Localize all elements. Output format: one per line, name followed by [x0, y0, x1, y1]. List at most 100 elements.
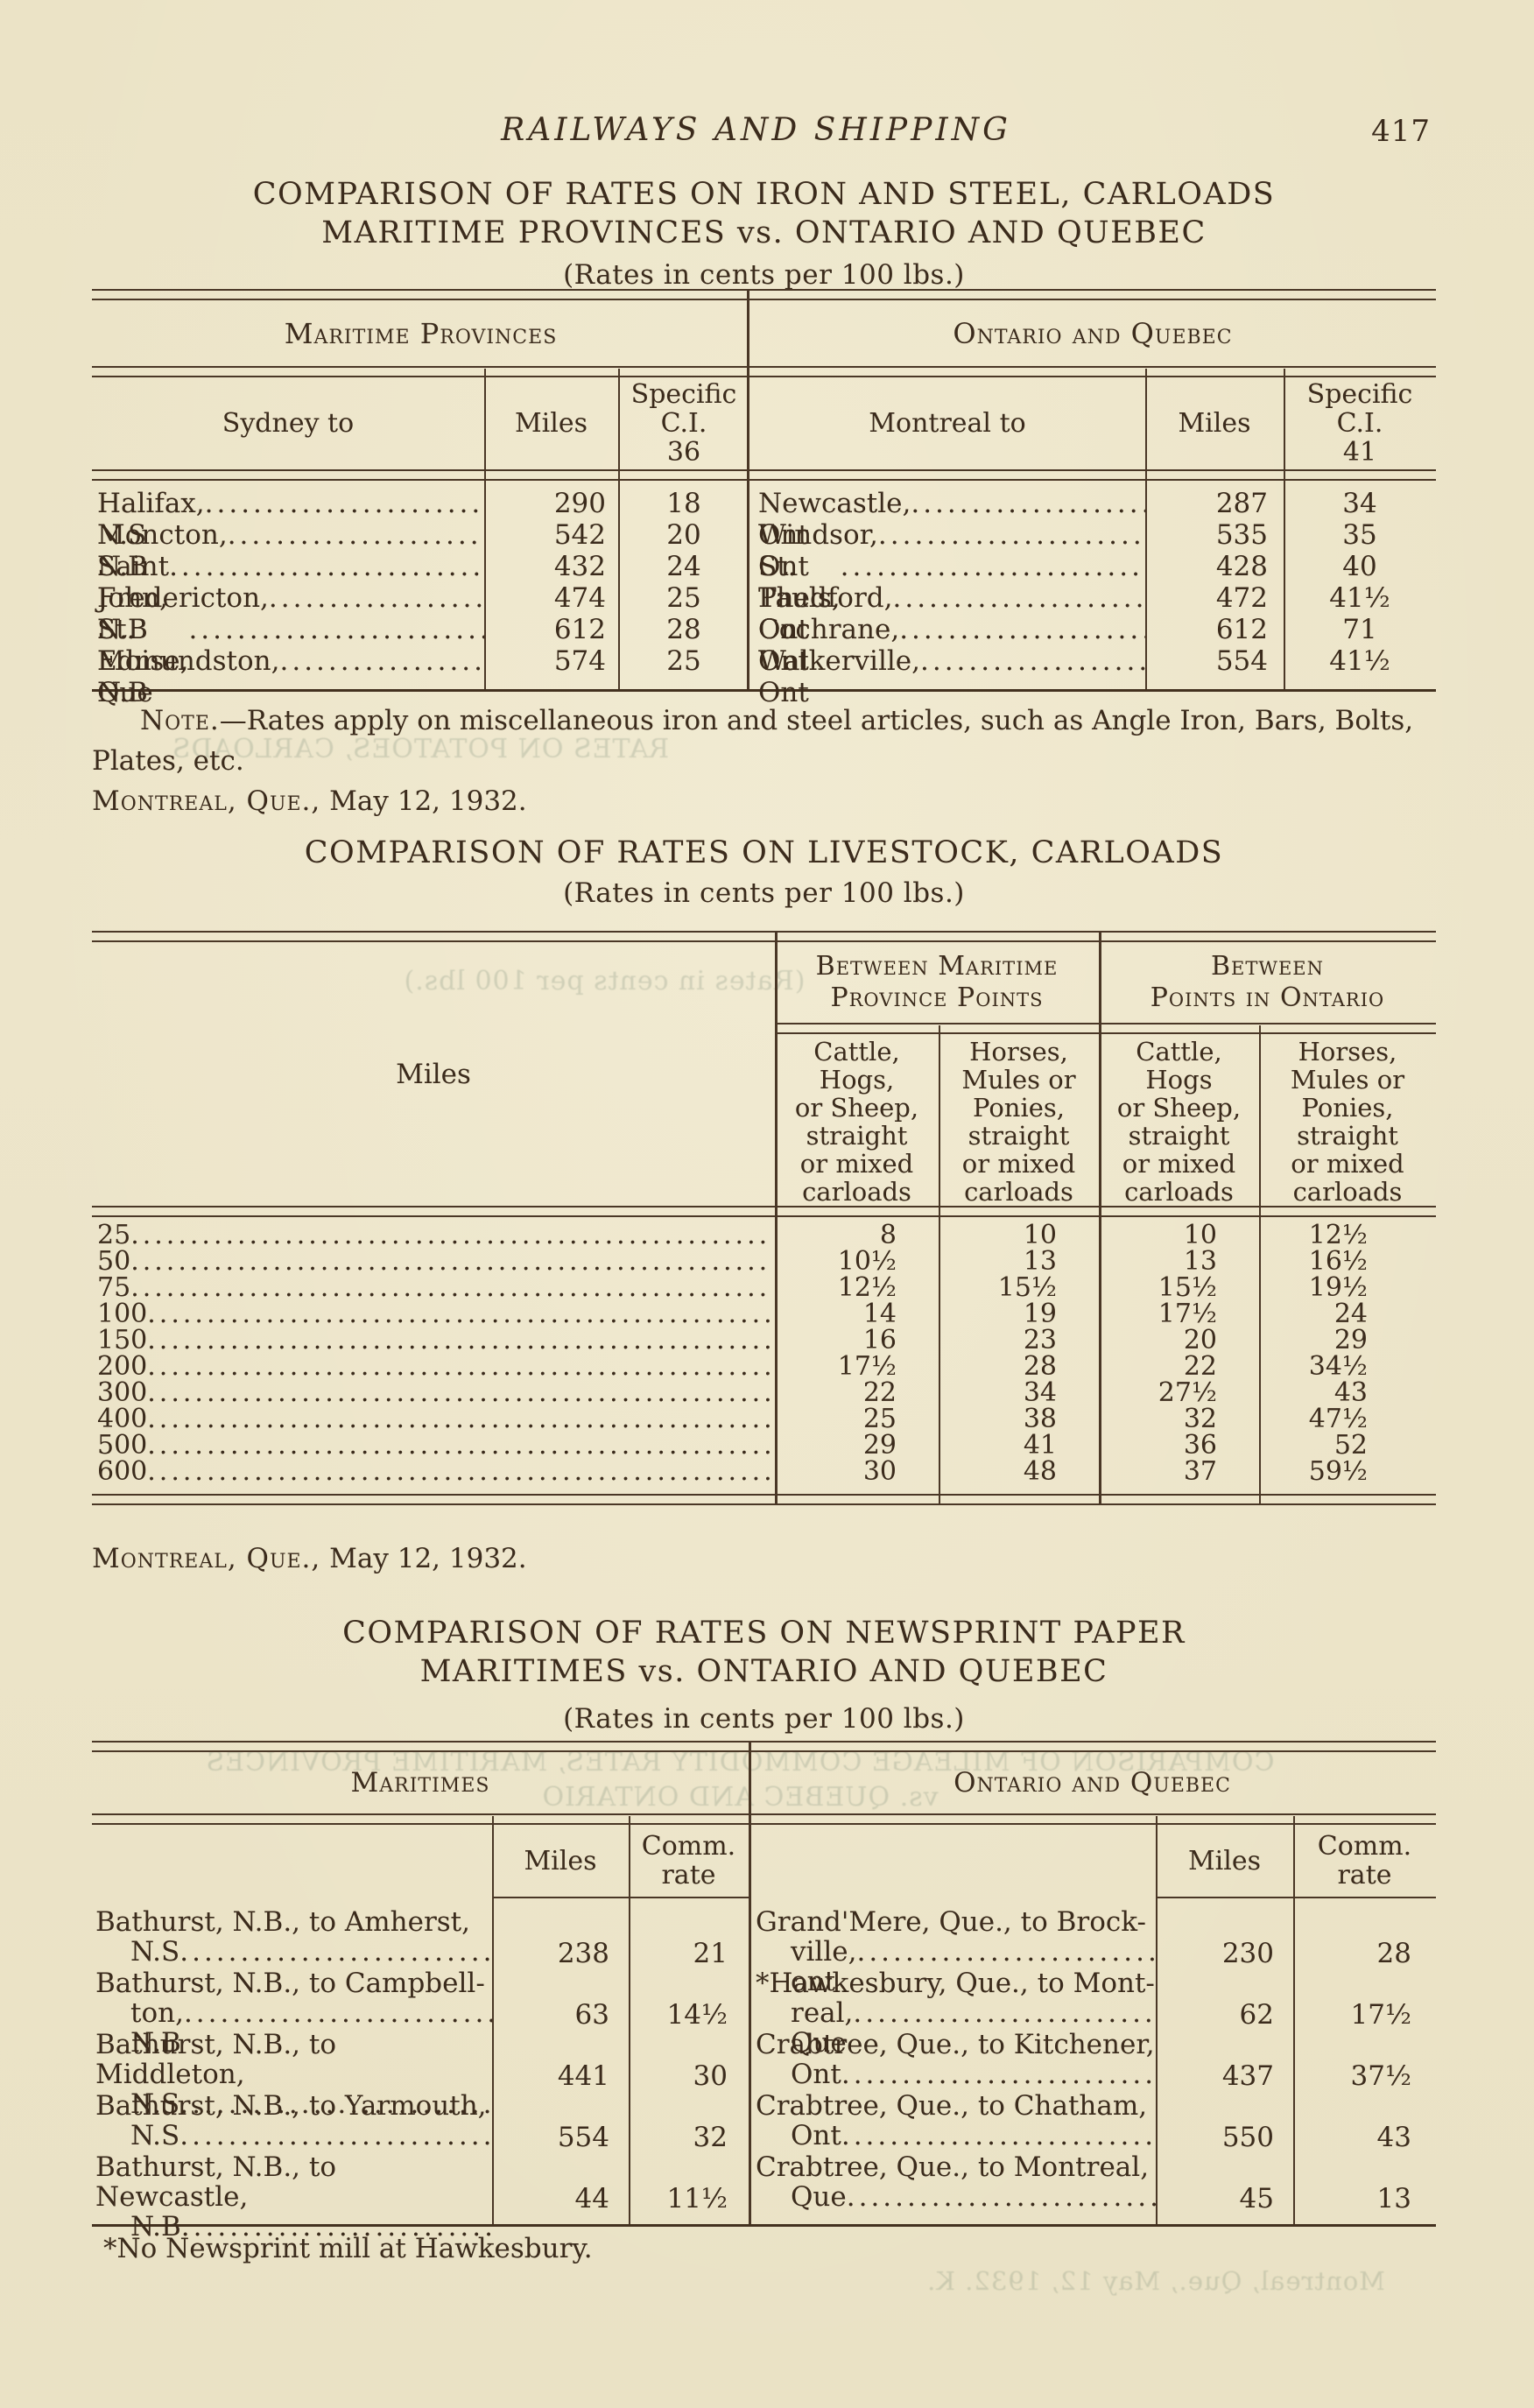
route-cell: Crabtree, Que., to Kitchener, Ont: [749, 2030, 1156, 2091]
leader-dots: [130, 1275, 771, 1301]
miles-cell: 45: [1239, 2183, 1274, 2214]
miles-cell: 432: [553, 551, 606, 582]
newsprint-title-line1: COMPARISON OF RATES ON NEWSPRINT PAPER: [342, 1616, 1186, 1651]
show-through-text: Montreal, Que., May 12, 1932. K.: [926, 2266, 1385, 2296]
table-divider: [1284, 369, 1285, 689]
leader-dots: [269, 582, 484, 614]
rate-cell: 32: [1183, 1404, 1217, 1434]
group-label-ontario: Between Points in Ontario: [1150, 951, 1385, 1013]
rate-cell: 29: [1333, 1325, 1368, 1355]
route-cell: Grand'Mere, Que., to Brock- ville, ont: [749, 1907, 1156, 1996]
route-cell: Bathurst, N.B., to Yarmouth, N.S: [92, 2091, 492, 2152]
footnote: *No Newsprint mill at Hawkesbury.: [103, 2233, 593, 2264]
column-header-route: [749, 1825, 1156, 1898]
table-row: Saint John, N.B 432 24: [92, 551, 749, 645]
miles-cell: 472: [1215, 582, 1268, 614]
rate-cell: 25: [862, 1404, 897, 1434]
table-divider: [629, 1816, 630, 2224]
table-row: 300 22 34 27½ 43: [92, 1380, 1436, 1406]
table-row: Cochrane, Ont 612 71: [749, 614, 1436, 677]
rate-cell: 43: [1376, 2122, 1411, 2153]
rate-cell: 12½: [837, 1272, 897, 1303]
rate-cell: 10: [1023, 1220, 1057, 1250]
leader-dots: [130, 1222, 771, 1249]
table-rule: [92, 469, 1436, 481]
rate-cell: 17½: [837, 1351, 897, 1382]
rate-cell: 8: [879, 1220, 897, 1250]
livestock-subtitle: (Rates in cents per 100 lbs.): [563, 877, 965, 909]
miles-cell: 44: [574, 2183, 609, 2214]
column-header-miles: Miles: [396, 1058, 471, 1090]
rate-cell: 59½: [1308, 1456, 1368, 1487]
table-divider: [1145, 369, 1147, 689]
rate-cell: 12½: [1308, 1220, 1368, 1250]
table-rule: [92, 1206, 1436, 1217]
table-rule: [775, 1023, 1099, 1034]
miles-cell: 612: [553, 614, 606, 645]
rate-cell: 15½: [1158, 1272, 1217, 1303]
miles-cell: 300: [92, 1380, 775, 1406]
table-row: Bathurst, N.B., to Newcastle, N.B 44 11½: [92, 2152, 749, 2242]
note-label: Note.: [140, 705, 220, 736]
table-row: 600 30 48 37 59½: [92, 1459, 1436, 1485]
route-cell: Bathurst, N.B., to Campbell- ton, N.B: [92, 1968, 492, 2058]
column-group-ontario: Between Points in Ontario Cattle, Hogs o…: [1099, 942, 1436, 1206]
livestock-rows: 25 8 10 10 12½ 50 10½ 13 13 16½ 75 12½: [92, 1217, 1436, 1494]
route-cell: Crabtree, Que., to Chatham, Ont: [749, 2091, 1156, 2152]
table-rule: [92, 689, 1436, 692]
table-divider: [749, 1741, 751, 2224]
column-group-maritime: Between Maritime Province Points Cattle,…: [775, 942, 1099, 1206]
column-group-ontario-quebec: Ontario and Quebec: [953, 1767, 1231, 1799]
table-row: Walkerville, Ont 554 41½: [749, 645, 1436, 708]
rate-cell: 19: [1023, 1299, 1057, 1329]
leader-dots: [179, 2121, 492, 2151]
table-row: 400 25 38 32 47½: [92, 1406, 1436, 1433]
table-divider: [775, 931, 778, 1505]
route-cell: *Hawkesbury, Que., to Mont- real, Que: [749, 1968, 1156, 2058]
leader-dots: [147, 1459, 771, 1485]
rate-cell: 48: [1023, 1456, 1057, 1487]
table-row: Crabtree, Que., to Montreal, Que 45 13: [749, 2152, 1436, 2214]
route-cell: Bathurst, N.B., to Newcastle, N.B: [92, 2152, 492, 2242]
leader-dots: [205, 488, 484, 519]
rate-cell: 30: [862, 1456, 897, 1487]
newsprint-title-line2: MARITIMES vs. ONTARIO AND QUEBEC: [419, 1654, 1108, 1689]
maritimes-rows: Bathurst, N.B., to Amherst, N.S 238 21 B…: [92, 1907, 749, 2242]
leader-dots: [147, 1301, 771, 1327]
page-number: 417: [1371, 114, 1431, 149]
rate-cell: 28: [1023, 1351, 1057, 1382]
leader-dots: [228, 519, 484, 551]
leader-dots: [147, 1327, 771, 1354]
miles-cell: 441: [557, 2060, 609, 2092]
iron-steel-title-block: COMPARISON OF RATES ON IRON AND STEEL, C…: [92, 175, 1436, 291]
miles-cell: 62: [1239, 1999, 1274, 2031]
rate-cell: 38: [1023, 1404, 1057, 1434]
table-row: Thedford, Ont 472 41½: [749, 582, 1436, 645]
table-divider: [747, 289, 749, 689]
leader-dots: [147, 1354, 771, 1380]
rate-cell: 37½: [1350, 2060, 1412, 2092]
rate-cell: 10½: [837, 1246, 897, 1277]
rate-cell: 20: [666, 519, 701, 551]
table-row: 150 16 23 20 29: [92, 1327, 1436, 1354]
rate-cell: 41½: [1329, 582, 1390, 614]
miles-cell: 542: [553, 519, 606, 551]
rate-cell: 20: [1183, 1325, 1217, 1355]
dateline: Montreal, Que., May 12, 1932.: [92, 785, 527, 817]
rate-cell: 14½: [666, 1999, 728, 2031]
miles-cell: 230: [1221, 1938, 1274, 1969]
rate-cell: 18: [666, 488, 701, 519]
rate-cell: 25: [666, 645, 701, 677]
table-rule: [92, 366, 1436, 377]
column-header-miles: Miles: [492, 1825, 629, 1898]
leader-dots: [841, 551, 1145, 582]
table-row: Bathurst, N.B., to Yarmouth, N.S 554 32: [92, 2091, 749, 2152]
rate-cell: 41: [1023, 1430, 1057, 1461]
miles-cell: 150: [92, 1327, 775, 1354]
rate-cell: 47½: [1308, 1404, 1368, 1434]
leader-dots: [280, 645, 485, 677]
rate-cell: 34: [1023, 1377, 1057, 1408]
table-rule: [92, 289, 1436, 300]
leader-dots: [847, 2182, 1156, 2212]
